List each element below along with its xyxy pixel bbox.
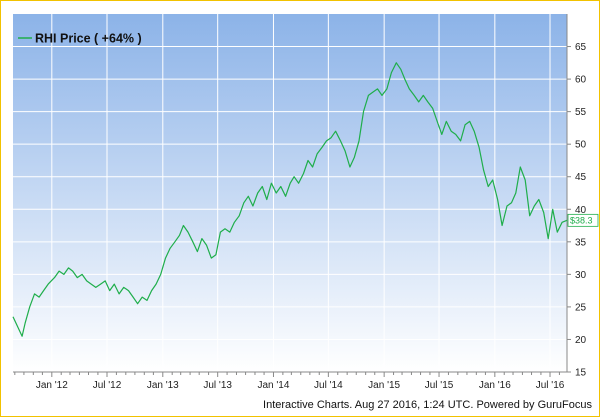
x-tick-label: Jan '16	[479, 380, 511, 391]
x-tick-label: Jul '13	[203, 380, 232, 391]
x-tick-label: Jul '12	[93, 380, 122, 391]
x-tick-label: Jul '15	[425, 380, 454, 391]
y-tick-label: 60	[575, 75, 587, 86]
x-tick-label: Jul '14	[314, 380, 343, 391]
x-tick-label: Jan '13	[147, 380, 179, 391]
y-tick-label: 20	[575, 335, 587, 346]
series-layer	[12, 62, 568, 337]
y-tick-label: 45	[575, 172, 587, 183]
y-tick-label: 30	[575, 270, 587, 281]
series-line-rhi-price[interactable]	[12, 62, 568, 337]
y-tick-label: 15	[575, 368, 587, 379]
plot-area	[13, 14, 567, 372]
y-tick-label: 55	[575, 107, 587, 118]
last-price-label-text: $38.3	[570, 215, 593, 225]
y-tick-label: 25	[575, 302, 587, 313]
legend-label: RHI Price ( +64% )	[35, 32, 142, 46]
x-tick-label: Jan '14	[258, 380, 290, 391]
x-tick-label: Jan '15	[368, 380, 400, 391]
y-tick-label: 50	[575, 140, 587, 151]
last-price-label-box	[567, 213, 599, 227]
last-price-label: $38.3	[567, 213, 599, 227]
axes: 15 20 25 30 35 40 45 50 55 60 65 Jan '12 Jul '12 Jan …	[13, 14, 587, 391]
gridlines	[13, 14, 567, 372]
legend[interactable]: RHI Price ( +64% )	[18, 32, 142, 46]
y-tick-label: 40	[575, 205, 587, 216]
y-tick-label: 65	[575, 42, 587, 53]
x-tick-label: Jul '16	[536, 380, 565, 391]
y-tick-label: 35	[575, 237, 587, 248]
chart-credit: Interactive Charts. Aug 27 2016, 1:24 UT…	[263, 399, 592, 411]
x-tick-label: Jan '12	[36, 380, 68, 391]
